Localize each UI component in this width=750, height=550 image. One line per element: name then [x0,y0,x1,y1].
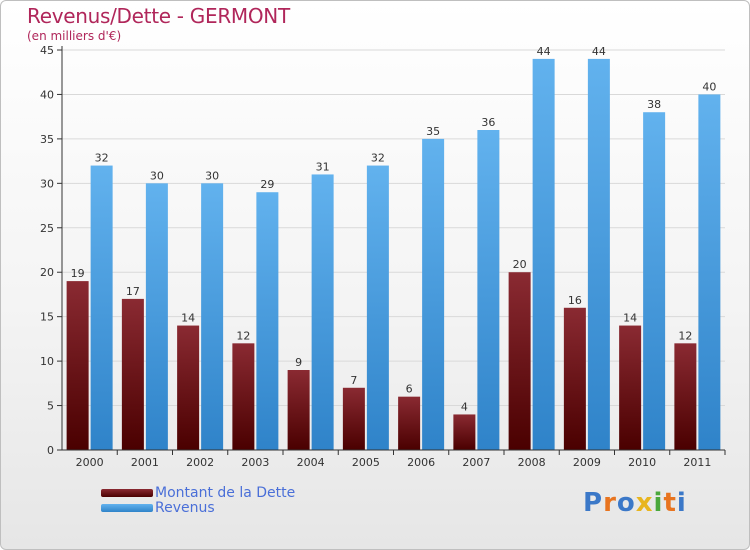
bar-revenus-2003 [256,192,279,450]
y-tick-label-10: 10 [40,355,54,368]
x-tick-label-2006: 2006 [407,456,435,469]
y-tick-label-30: 30 [40,177,54,190]
chart-title: Revenus/Dette - GERMONT [27,4,290,28]
data-label-dette-2011: 12 [678,329,692,342]
logo-letter: i [676,488,687,518]
data-label-dette-2006: 6 [406,383,413,396]
bar-dette-2001 [121,298,144,450]
data-label-revenus-2011: 40 [702,80,716,93]
y-tick-label-25: 25 [40,222,54,235]
data-label-dette-2001: 17 [126,285,140,298]
y-tick-label-5: 5 [47,400,54,413]
data-label-revenus-2004: 31 [316,160,330,173]
data-label-dette-2005: 7 [350,374,357,387]
x-tick-label-2003: 2003 [241,456,269,469]
logo-letter: i [653,488,664,518]
bar-revenus-2011 [698,94,721,450]
data-label-revenus-2000: 32 [95,152,109,165]
y-tick-label-15: 15 [40,311,54,324]
data-label-dette-2002: 14 [181,312,195,325]
bar-revenus-2001 [145,183,168,451]
data-label-revenus-2002: 30 [205,169,219,182]
logo-letter: t [663,488,677,518]
data-label-dette-2004: 9 [295,356,302,369]
logo-letter: o [616,488,636,518]
x-tick-label-2004: 2004 [297,456,325,469]
x-tick-label-2000: 2000 [76,456,104,469]
bar-dette-2008 [508,272,531,450]
x-tick-label-2002: 2002 [186,456,214,469]
bar-revenus-2008 [532,58,555,451]
bar-revenus-2006 [422,138,445,450]
bar-revenus-2000 [90,165,113,451]
y-tick-label-40: 40 [40,88,54,101]
bar-dette-2007 [453,414,476,450]
x-tick-label-2005: 2005 [352,456,380,469]
y-tick-label-35: 35 [40,133,54,146]
data-label-dette-2010: 14 [623,312,637,325]
proxiti-logo: Proxiti [583,488,687,518]
data-label-dette-2000: 19 [71,267,85,280]
bars-layer [66,58,721,451]
data-label-dette-2008: 20 [513,258,527,271]
bar-revenus-2004 [311,174,334,450]
axis-layer [57,46,726,455]
data-label-revenus-2003: 29 [260,178,274,191]
legend-label-dette: Montant de la Dette [155,485,296,501]
bar-dette-2003 [232,343,255,450]
bar-dette-2002 [177,325,200,450]
x-tick-label-2010: 2010 [628,456,656,469]
bar-dette-2011 [674,343,697,450]
bar-dette-2010 [619,325,642,450]
logo-letter: x [635,488,654,518]
y-tick-label-20: 20 [40,266,54,279]
bar-dette-2004 [287,370,310,450]
legend-swatch-revenus [101,504,153,512]
logo-letter: P [583,488,604,518]
data-label-revenus-2007: 36 [481,116,495,129]
legend-swatch-dette [101,489,153,497]
bar-revenus-2010 [643,112,666,450]
data-label-revenus-2008: 44 [537,45,551,58]
bar-dette-2005 [342,387,365,450]
bar-dette-2006 [398,396,421,450]
bar-revenus-2005 [366,165,389,451]
y-tick-label-45: 45 [40,44,54,57]
data-label-dette-2003: 12 [236,329,250,342]
data-label-dette-2009: 16 [568,294,582,307]
data-label-revenus-2009: 44 [592,45,606,58]
data-label-revenus-2001: 30 [150,169,164,182]
data-label-revenus-2005: 32 [371,152,385,165]
y-tick-label-0: 0 [47,444,54,457]
bar-dette-2009 [563,307,586,450]
data-label-revenus-2010: 38 [647,98,661,111]
bar-revenus-2007 [477,130,500,450]
labels-layer: 0 5 10 15 20 25 30 35 40 45 2000 19 32 2001 17 30 2002 14… [40,44,716,469]
x-tick-label-2007: 2007 [462,456,490,469]
chart-subtitle: (en milliers d'€) [27,29,122,43]
grid-layer [62,49,725,407]
data-label-revenus-2006: 35 [426,125,440,138]
bar-revenus-2009 [587,58,610,451]
bar-revenus-2002 [201,183,224,451]
legend-label-revenus: Revenus [155,500,215,516]
x-tick-label-2008: 2008 [518,456,546,469]
data-label-dette-2007: 4 [461,400,468,413]
x-tick-label-2009: 2009 [573,456,601,469]
x-tick-label-2011: 2011 [683,456,711,469]
logo-letter: r [603,488,617,518]
bar-dette-2000 [66,281,89,450]
x-tick-label-2001: 2001 [131,456,159,469]
